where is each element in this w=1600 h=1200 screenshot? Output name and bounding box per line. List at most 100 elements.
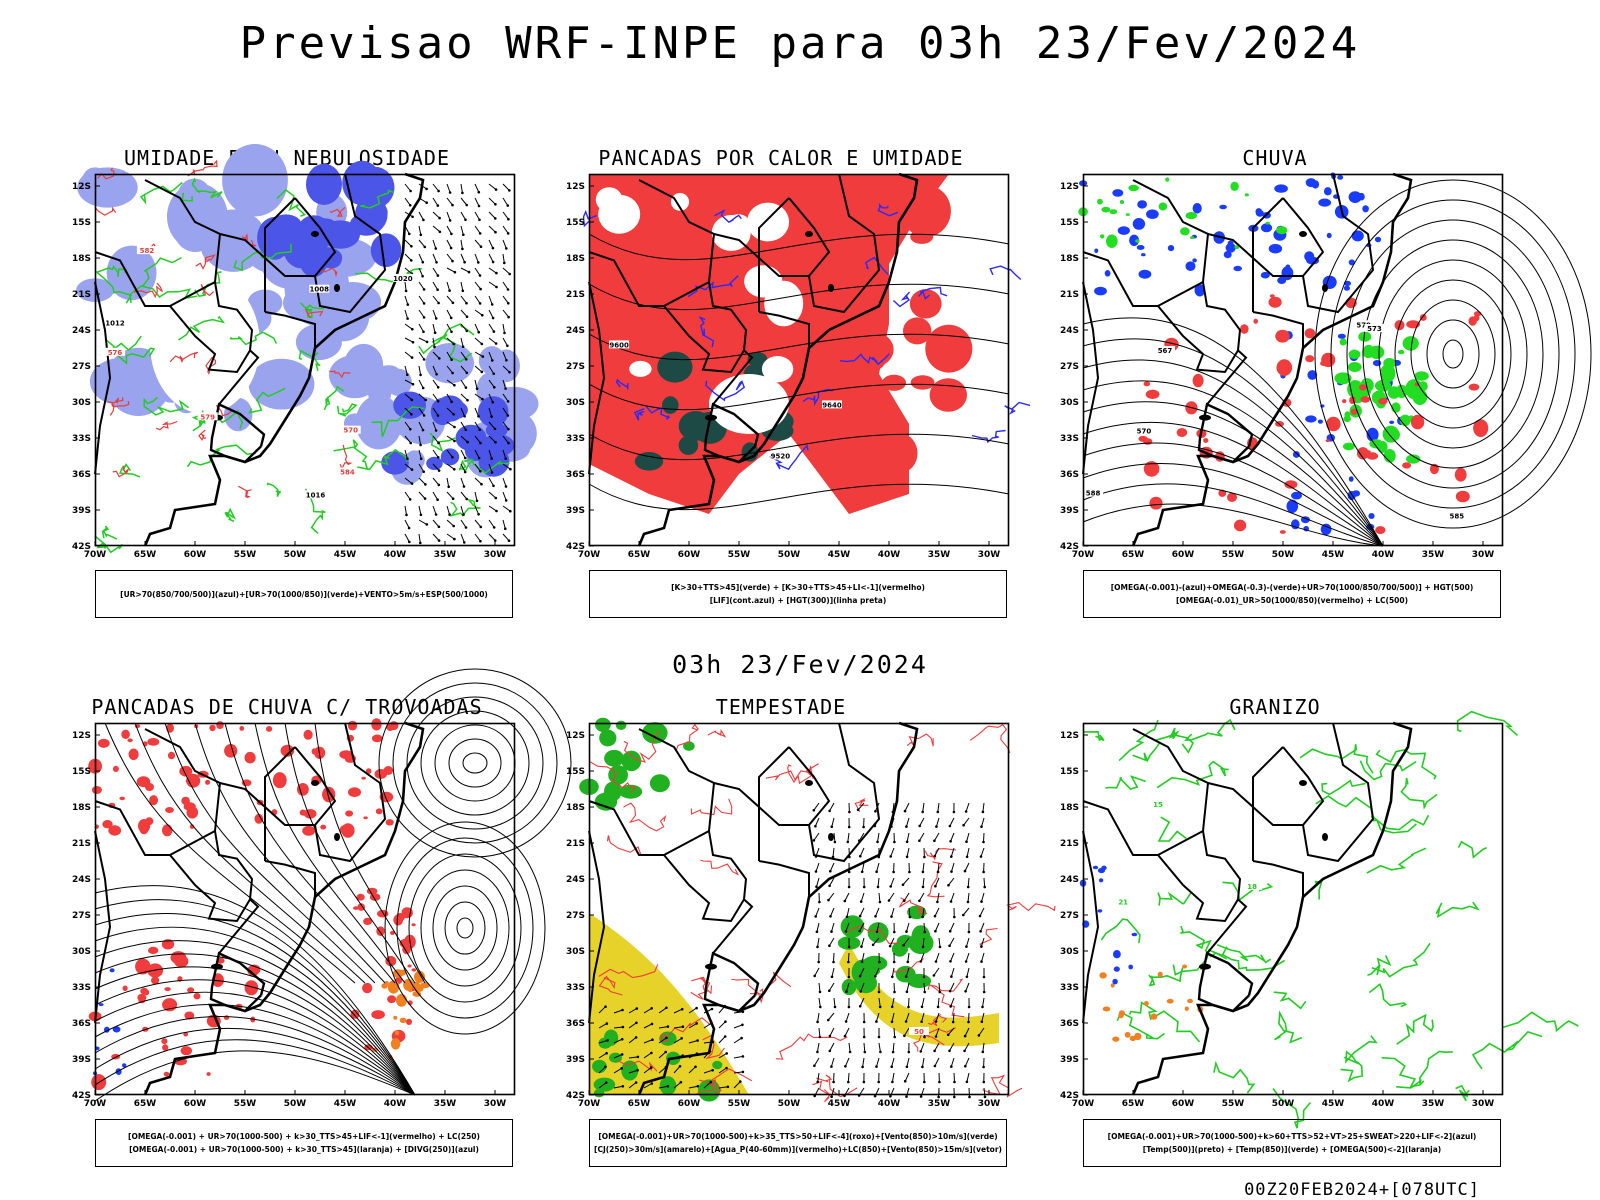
- wind-vector: [831, 817, 835, 827]
- wind-vector: [460, 407, 466, 417]
- contour-line: [187, 159, 218, 177]
- wind-vectors: [598, 1004, 745, 1089]
- state-border: [708, 281, 754, 406]
- wind-vector-head: [950, 870, 953, 873]
- shaded-area: [1225, 243, 1236, 253]
- lake: [334, 284, 340, 292]
- lake: [1322, 833, 1328, 841]
- wind-vector-head: [634, 1036, 638, 1039]
- panel-legend: [UR>70(850/700/500)](azul)+[UR>70(1000/8…: [95, 570, 513, 618]
- wind-vector-head: [858, 1004, 862, 1008]
- shaded-area: [747, 352, 768, 367]
- shaded-area: [1187, 998, 1193, 1004]
- panel-legend: [OMEGA(-0.001)+UR>70(1000-500)+k>60+TTS>…: [1083, 1119, 1501, 1167]
- wind-vector-head: [874, 915, 877, 918]
- wind-vector-head: [936, 870, 940, 874]
- shaded-area: [1368, 513, 1375, 519]
- wind-vector-head: [933, 1049, 936, 1053]
- wind-vector: [418, 225, 422, 235]
- wind-vector: [404, 519, 410, 529]
- wind-vector: [814, 817, 820, 827]
- state-border: [94, 728, 222, 856]
- wind-vector-head: [452, 342, 456, 346]
- wind-vector: [502, 239, 507, 249]
- wind-vector: [502, 505, 511, 512]
- lon-label: 30W: [484, 550, 507, 560]
- wind-vector: [460, 435, 468, 443]
- wind-vector: [446, 463, 455, 470]
- wind-vector: [816, 1042, 820, 1052]
- contour-label: 9640: [822, 401, 842, 409]
- shaded-area: [143, 989, 150, 996]
- wind-vector-head: [409, 441, 413, 445]
- shaded-area: [1166, 998, 1174, 1004]
- wind-vector-head: [966, 885, 970, 889]
- wind-vector: [688, 1085, 698, 1089]
- lat-label: 24S: [1060, 875, 1079, 885]
- wind-vector: [733, 1024, 743, 1029]
- wind-vector-head: [681, 1025, 685, 1028]
- wind-vector: [488, 239, 494, 249]
- shaded-area: [1255, 210, 1264, 217]
- wind-vector: [860, 892, 865, 902]
- wind-vector-head: [404, 289, 408, 293]
- legend-line: [OMEGA(-0.01)_UR>50(1000/850)(vermelho) …: [1175, 596, 1409, 605]
- lon-label: 65W: [628, 550, 651, 560]
- wind-vector-head: [494, 342, 498, 345]
- wind-vector: [733, 1081, 741, 1089]
- lon-label: 45W: [828, 1099, 851, 1109]
- shaded-area: [1117, 226, 1130, 235]
- contour-line: [1155, 727, 1194, 754]
- shaded-area: [1144, 1000, 1149, 1007]
- shaded-area: [1406, 454, 1421, 464]
- wind-vector-head: [710, 1007, 714, 1011]
- contour-line: [1216, 943, 1272, 964]
- wind-vector-head: [968, 1095, 971, 1099]
- contour-line: [155, 420, 178, 431]
- state-border: [808, 722, 881, 863]
- wind-vector-head: [827, 898, 830, 902]
- wind-vector-head: [923, 855, 926, 859]
- wind-vector: [921, 997, 925, 1007]
- shaded-area: [1128, 184, 1139, 192]
- state-border: [1082, 728, 1210, 856]
- wind-vector-head: [946, 1033, 950, 1037]
- wind-vector-head: [844, 1065, 847, 1068]
- wind-vector-head: [407, 526, 411, 530]
- wind-vector-head: [814, 870, 818, 873]
- wind-vector: [905, 1012, 910, 1022]
- lat-label: 36S: [1060, 1019, 1079, 1029]
- wind-vector: [964, 1057, 970, 1067]
- legend-line: [LIF](cont.azul) + [HGT(300)](linha pret…: [709, 596, 887, 605]
- wind-vector-head: [494, 230, 497, 234]
- map-frame: [94, 722, 516, 1096]
- wind-vector: [950, 967, 955, 977]
- wind-vector-head: [856, 808, 860, 812]
- wind-vector: [474, 505, 480, 515]
- shaded-area: [412, 991, 422, 997]
- shaded-area: [910, 375, 935, 390]
- contour-line: [276, 189, 307, 217]
- wind-vector-head: [605, 1051, 608, 1055]
- wind-vector: [949, 982, 955, 992]
- wind-vector-head: [635, 1021, 638, 1025]
- lat-label: 39S: [566, 1055, 585, 1065]
- wind-vector: [891, 907, 895, 917]
- lon-label: 40W: [878, 1099, 901, 1109]
- wind-vector: [460, 239, 463, 249]
- wind-vector-head: [816, 1020, 819, 1024]
- wind-vector: [460, 183, 463, 193]
- wind-vector: [903, 892, 910, 901]
- contour-label-bg: [822, 400, 842, 409]
- wind-vector: [673, 1065, 681, 1074]
- wind-vector-head: [904, 1020, 908, 1023]
- shaded-area: [1145, 389, 1160, 399]
- coastline: [637, 721, 919, 1096]
- lon-label: 60W: [184, 1099, 207, 1109]
- shaded-area: [599, 729, 617, 747]
- lon-label: 35W: [1422, 1099, 1445, 1109]
- wind-vector-head: [964, 810, 968, 813]
- contour-line: [675, 723, 699, 751]
- wind-vector: [952, 1012, 955, 1023]
- wind-vector-head: [419, 443, 422, 447]
